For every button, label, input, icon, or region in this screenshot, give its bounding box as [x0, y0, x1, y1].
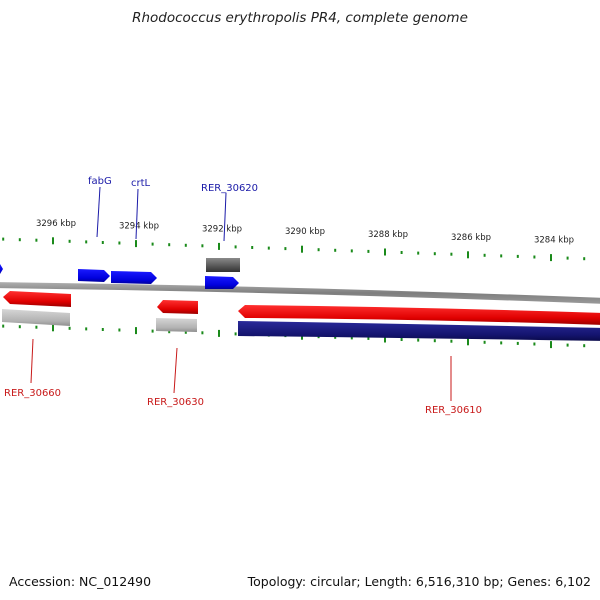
- genome-summary: Topology: circular; Length: 6,516,310 bp…: [247, 574, 591, 589]
- gene-arrow-RER_30620[interactable]: [205, 276, 239, 289]
- gene-feature-RER_30610[interactable]: [238, 321, 600, 341]
- gene-arrow-RER_30630[interactable]: [157, 300, 198, 314]
- tick-label: 3292 kbp: [202, 224, 242, 234]
- leader-fabG: [96, 186, 101, 238]
- gene-label-RER_30610[interactable]: RER_30610: [425, 405, 482, 416]
- genome-backbone: [0, 282, 600, 304]
- genome-title: Rhodococcus erythropolis PR4, complete g…: [132, 10, 468, 26]
- gene-arrow-crtL[interactable]: [111, 271, 157, 284]
- leader-crtL: [135, 188, 139, 240]
- leader-RER_30620: [223, 192, 227, 242]
- gene-arrow-fabG[interactable]: [78, 269, 110, 282]
- forward-strand-features: [0, 258, 240, 289]
- tick-label: 3284 kbp: [534, 236, 574, 246]
- gene-arrow-partial[interactable]: [0, 264, 3, 274]
- tick-label: 3294 kbp: [119, 222, 159, 232]
- gene-labels: fabG crtL RER_30620 RER_30660 RER_30630 …: [4, 176, 482, 416]
- tick-label: 3290 kbp: [285, 227, 325, 237]
- tick-label: 3288 kbp: [368, 230, 408, 240]
- label-leaders: [30, 186, 452, 401]
- gene-arrow-RER_30660[interactable]: [3, 291, 71, 307]
- reverse-strand-features: [2, 291, 600, 341]
- gene-label-crtL[interactable]: crtL: [131, 178, 151, 189]
- leader-RER_30630: [173, 347, 178, 394]
- tick-label: 3296 kbp: [36, 219, 76, 229]
- scale-tick-labels: 3296 kbp 3294 kbp 3292 kbp 3290 kbp 3288 kbp…: [36, 219, 574, 246]
- gene-label-RER_30630[interactable]: RER_30630: [147, 397, 204, 408]
- gene-feature-RER_30620-upper[interactable]: [206, 258, 240, 272]
- gene-label-RER_30660[interactable]: RER_30660: [4, 388, 61, 399]
- leader-RER_30660: [30, 338, 34, 384]
- accession-info: Accession: NC_012490: [9, 574, 152, 589]
- gene-label-fabG[interactable]: fabG: [88, 176, 112, 187]
- gene-feature-RER_30630[interactable]: [156, 318, 197, 332]
- gene-arrow-RER_30610[interactable]: [238, 305, 600, 325]
- tick-label: 3286 kbp: [451, 233, 491, 243]
- gene-label-RER_30620[interactable]: RER_30620: [201, 183, 258, 194]
- gene-feature-RER_30660[interactable]: [2, 309, 70, 326]
